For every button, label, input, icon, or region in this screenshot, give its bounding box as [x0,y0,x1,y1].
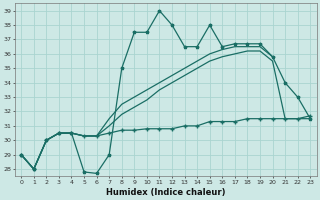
X-axis label: Humidex (Indice chaleur): Humidex (Indice chaleur) [106,188,226,197]
